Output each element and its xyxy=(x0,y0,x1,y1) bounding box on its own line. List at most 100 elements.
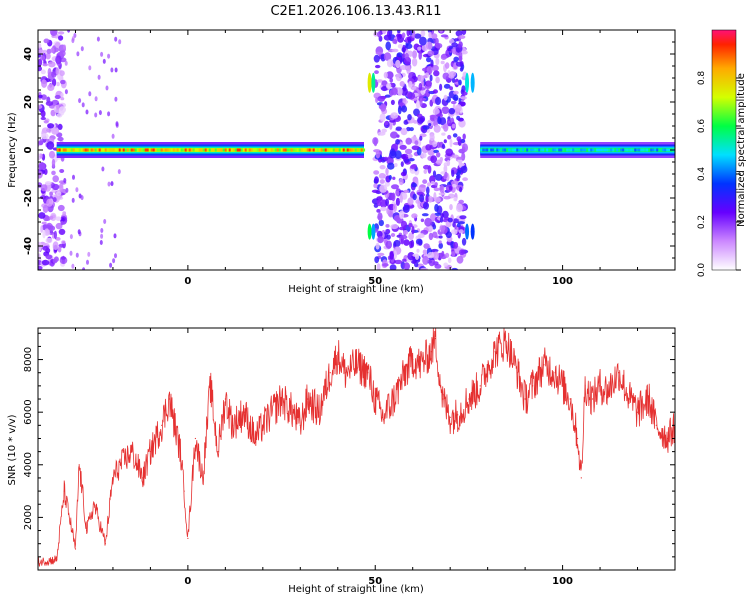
noise-blob xyxy=(383,34,392,41)
ridge-core xyxy=(522,148,525,152)
noise-blob xyxy=(453,38,459,42)
ridge-core xyxy=(626,148,629,152)
ridge-segment-1 xyxy=(480,142,675,158)
noise-blob xyxy=(417,46,422,51)
noise-blob xyxy=(377,212,383,221)
faint-scatter xyxy=(63,30,122,270)
ridge-core xyxy=(548,148,551,152)
snr-point xyxy=(505,340,507,342)
noise-blob xyxy=(432,64,439,72)
noise-blob xyxy=(82,267,86,270)
noise-blob xyxy=(435,76,440,84)
noise-blob xyxy=(40,110,46,118)
ridge-core xyxy=(506,148,509,152)
snr-point xyxy=(487,366,489,369)
noise-blob xyxy=(43,120,49,124)
colorbar-tick-0: 0.0 xyxy=(697,263,741,277)
noise-blob xyxy=(375,51,383,55)
ridge-core xyxy=(532,148,535,152)
snr-point xyxy=(299,424,301,426)
x-tick-label: 0 xyxy=(184,276,191,287)
ridge-core xyxy=(312,148,316,152)
burst-mark xyxy=(371,72,376,93)
burst-mark xyxy=(470,223,475,240)
noise-blob xyxy=(60,79,66,85)
noise-blob xyxy=(461,237,467,246)
snr-point xyxy=(543,364,545,366)
noise-blob xyxy=(411,57,418,67)
ridge-core xyxy=(128,148,132,152)
noise-blob xyxy=(42,63,48,67)
noise-blob xyxy=(429,114,438,119)
noise-blob xyxy=(371,189,380,193)
noise-blob xyxy=(117,169,121,175)
ridge-core xyxy=(240,148,244,152)
y-tick-40: 40 xyxy=(23,47,675,61)
noise-blob xyxy=(38,58,43,67)
snr-point xyxy=(194,437,196,440)
noise-blob xyxy=(437,116,441,125)
noise-blob xyxy=(41,221,47,225)
ridge-core xyxy=(252,148,256,152)
noise-blob xyxy=(375,242,380,250)
snr-point xyxy=(93,503,95,505)
snr-point xyxy=(430,351,432,353)
noise-blob xyxy=(400,220,408,229)
ridge-core xyxy=(566,148,569,152)
noise-blob xyxy=(445,231,452,239)
snr-point xyxy=(149,451,151,453)
noise-blob xyxy=(441,225,445,234)
noise-blob xyxy=(462,177,468,182)
noise-blob xyxy=(459,186,463,193)
noise-blob xyxy=(401,192,408,200)
noise-blob xyxy=(382,263,389,267)
noise-blob xyxy=(57,246,62,253)
ridge-core xyxy=(72,148,76,152)
noise-blob xyxy=(447,217,453,223)
noise-blob xyxy=(78,193,82,199)
noise-blob xyxy=(418,82,423,91)
noise-blob xyxy=(397,87,403,96)
ridge-core xyxy=(634,148,637,152)
noise-blob xyxy=(460,96,467,100)
noise-blob xyxy=(57,123,63,130)
noise-blob xyxy=(71,197,75,203)
noise-blob xyxy=(422,255,429,265)
noise-blob xyxy=(60,97,65,101)
ridge-core xyxy=(616,148,619,152)
noise-blob xyxy=(118,39,122,45)
ridge-core xyxy=(56,148,60,152)
noise-blob xyxy=(88,65,92,71)
ridge-core xyxy=(260,148,264,152)
ridge-core xyxy=(182,148,186,152)
ridge-core xyxy=(520,148,523,152)
noise-blob xyxy=(64,60,68,66)
ridge-core xyxy=(188,148,192,152)
snr-point xyxy=(281,398,283,400)
ridge-segment-0 xyxy=(56,142,366,158)
noise-blob xyxy=(48,150,56,159)
ridge-core xyxy=(152,148,156,152)
x-tick-0: 0 xyxy=(184,328,191,587)
snr-axes: 0 50 100 2000 4000 6000 8000 xyxy=(23,328,676,587)
snr-point xyxy=(217,451,219,453)
ridge-core xyxy=(284,148,288,152)
ridge-core xyxy=(118,148,122,152)
noise-blob xyxy=(389,264,397,270)
ridge-core xyxy=(130,148,134,152)
noise-blob xyxy=(452,183,457,188)
noise-blob xyxy=(46,198,53,207)
ridge-core xyxy=(480,148,483,152)
noise-blob xyxy=(38,265,43,270)
ridge-core xyxy=(204,148,208,152)
ridge-core xyxy=(354,148,358,152)
ridge-core xyxy=(178,148,182,152)
noise-blob xyxy=(373,54,380,63)
noise-blob xyxy=(440,216,444,223)
noise-blob xyxy=(452,133,458,138)
noise-blob xyxy=(60,92,64,98)
ridge-core xyxy=(332,148,336,152)
ridge-core xyxy=(488,148,491,152)
noise-blob xyxy=(38,248,42,252)
